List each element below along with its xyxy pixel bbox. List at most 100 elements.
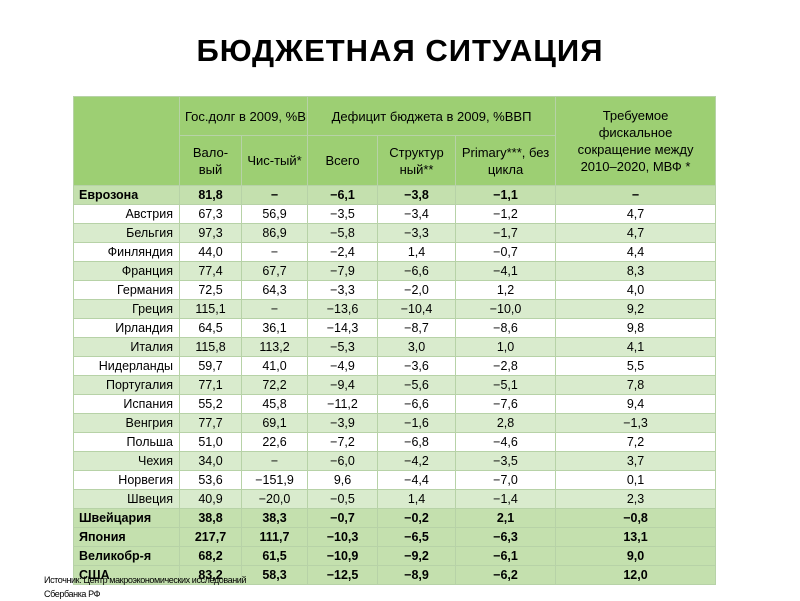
cell-total: −14,3 [307,318,379,338]
cell-net: 38,3 [240,508,309,528]
cell-total: −9,4 [307,375,379,395]
header-deficit-group: Дефицит бюджета в 2009, %ВВП [307,96,557,136]
cell-fiscal: 2,3 [555,489,717,509]
cell-primary: −6,3 [455,527,557,547]
cell-net: 64,3 [240,280,309,300]
cell-primary: −1,7 [455,223,557,243]
cell-net: 69,1 [240,413,309,433]
cell-country: Венгрия [73,413,180,433]
cell-total: −12,5 [307,565,379,585]
cell-primary: −2,8 [455,356,557,376]
table-row: Испания 55,2 45,8 −11,2 −6,6 −7,6 9,4 [73,394,717,414]
cell-structural: −8,7 [377,318,457,338]
cell-country: Португалия [73,375,180,395]
cell-fiscal: 4,7 [555,204,717,224]
cell-primary: −7,6 [455,394,557,414]
cell-gross: 97,3 [179,223,242,243]
cell-gross: 115,1 [179,299,242,319]
cell-net: −151,9 [240,470,309,490]
cell-net: 58,3 [240,565,309,585]
cell-total: 9,6 [307,470,379,490]
cell-gross: 34,0 [179,451,242,471]
cell-net: 111,7 [240,527,309,547]
cell-structural: −8,9 [377,565,457,585]
cell-country: Швеция [73,489,180,509]
cell-total: −0,5 [307,489,379,509]
cell-gross: 67,3 [179,204,242,224]
cell-primary: −1,2 [455,204,557,224]
cell-total: −7,2 [307,432,379,452]
cell-fiscal: 5,5 [555,356,717,376]
cell-fiscal: 13,1 [555,527,717,547]
cell-net: 113,2 [240,337,309,357]
table-row: Финляндия 44,0− −2,4 1,4 −0,7 4,4 [73,242,717,262]
table-row: Нидерланды 59,7 41,0 −4,9 −3,6 −2,8 5,5 [73,356,717,376]
header-fiscal: Требуемое фискальное сокращение между 20… [555,96,717,186]
cell-net: − [240,451,309,471]
page-title: БЮДЖЕТНАЯ СИТУАЦИЯ [196,33,604,68]
cell-net: −20,0 [240,489,309,509]
cell-net: − [240,299,309,319]
cell-net: 45,8 [240,394,309,414]
budget-table: Гос.долг в 2009, %ВВП Дефицит бюджета в … [73,96,717,585]
table-row: Франция 77,4 67,7 −7,9 −6,6 −4,1 8,3 [73,261,717,281]
cell-primary: −6,1 [455,546,557,566]
cell-total: −5,8 [307,223,379,243]
cell-fiscal: −0,8 [555,508,717,528]
cell-structural: −3,4 [377,204,457,224]
table-row: Япония 217,7 111,7 −10,3 −6,5 −6,3 13,1 [73,527,717,547]
cell-structural: −6,6 [377,261,457,281]
cell-country: Ирландия [73,318,180,338]
cell-country: Япония [73,527,180,547]
cell-primary: −6,2 [455,565,557,585]
cell-fiscal: 4,1 [555,337,717,357]
cell-country: США [73,565,180,585]
source-note: Источник: Центр макроэкономических иссле… [44,573,246,601]
table-row: Еврозона 81,8− −6,1 −3,8 −1,1− [73,185,717,205]
header-net: Чис-тый* [240,135,309,186]
cell-structural: −6,8 [377,432,457,452]
cell-country: Франция [73,261,180,281]
cell-fiscal: 12,0 [555,565,717,585]
source-line-2: Сбербанка РФ [44,589,101,599]
cell-country: Польша [73,432,180,452]
cell-fiscal: 4,4 [555,242,717,262]
cell-structural: −5,6 [377,375,457,395]
cell-gross: 59,7 [179,356,242,376]
cell-primary: −0,7 [455,242,557,262]
cell-net: 56,9 [240,204,309,224]
table-row: Бельгия 97,3 86,9 −5,8 −3,3 −1,7 4,7 [73,223,717,243]
cell-fiscal: 7,2 [555,432,717,452]
table-row: Германия 72,5 64,3 −3,3 −2,0 1,2 4,0 [73,280,717,300]
cell-total: −2,4 [307,242,379,262]
cell-country: Чехия [73,451,180,471]
cell-structural: −9,2 [377,546,457,566]
cell-fiscal: 9,2 [555,299,717,319]
cell-primary: −8,6 [455,318,557,338]
table-row: Польша 51,0 22,6 −7,2 −6,8 −4,6 7,2 [73,432,717,452]
table-row: Италия 115,8 113,2 −5,3 3,0 1,0 4,1 [73,337,717,357]
cell-country: Еврозона [73,185,180,205]
table-body: Еврозона 81,8− −6,1 −3,8 −1,1− Австрия 67,3 56,… [73,185,717,585]
cell-structural: 1,4 [377,242,457,262]
header-debt-group: Гос.долг в 2009, %ВВП [178,96,309,136]
cell-primary: −1,1 [455,185,557,205]
cell-fiscal: 9,8 [555,318,717,338]
cell-gross: 77,4 [179,261,242,281]
cell-gross: 217,7 [179,527,242,547]
cell-country: Австрия [73,204,180,224]
cell-total: −4,9 [307,356,379,376]
cell-primary: −7,0 [455,470,557,490]
cell-country: Греция [73,299,180,319]
cell-fiscal: 9,4 [555,394,717,414]
cell-fiscal: 0,1 [555,470,717,490]
cell-structural: −1,6 [377,413,457,433]
cell-gross: 51,0 [179,432,242,452]
cell-net: 67,7 [240,261,309,281]
cell-fiscal: 3,7 [555,451,717,471]
cell-gross: 72,5 [179,280,242,300]
cell-total: −10,3 [307,527,379,547]
cell-total: −5,3 [307,337,379,357]
cell-net: 41,0 [240,356,309,376]
table-row: Венгрия 77,7 69,1 −3,9 −1,6 2,8 −1,3 [73,413,717,433]
